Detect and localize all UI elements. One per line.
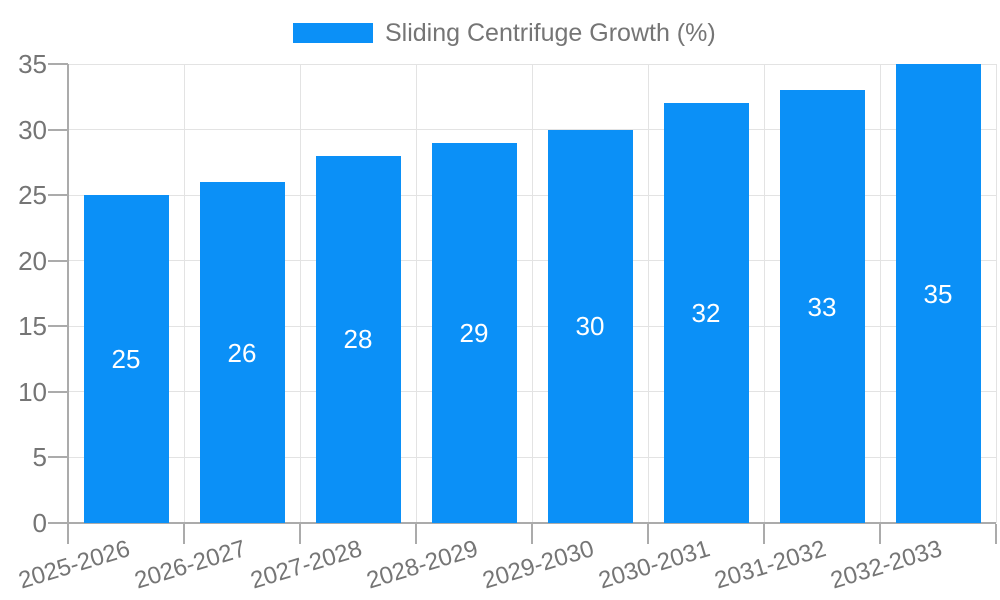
- y-tick-label: 25: [18, 180, 47, 211]
- bar: 30: [547, 129, 633, 523]
- x-tick-label: 2031-2032: [711, 535, 830, 595]
- bar: 32: [663, 103, 749, 523]
- chart-legend: Sliding Centrifuge Growth (%): [293, 19, 716, 47]
- y-axis-tick: [48, 522, 68, 524]
- y-tick-label: 0: [32, 508, 47, 538]
- bar-value-label: 25: [111, 344, 141, 375]
- x-axis-tick: [995, 523, 997, 544]
- x-axis-line: [68, 521, 996, 524]
- x-tick-label: 2026-2027: [131, 535, 250, 595]
- y-tick-label: 15: [18, 311, 47, 342]
- x-axis-tick: [647, 523, 649, 544]
- bar: 35: [895, 64, 981, 523]
- x-axis-tick: [763, 523, 765, 544]
- bar-value-label: 26: [227, 337, 257, 368]
- vertical-gridline: [531, 64, 533, 523]
- x-tick-label: 2030-2031: [595, 535, 714, 595]
- bar: 25: [83, 195, 169, 523]
- x-axis-tick: [67, 523, 69, 544]
- bar: 26: [199, 182, 285, 523]
- y-axis-tick: [48, 325, 68, 328]
- bar-value-label: 30: [575, 311, 605, 342]
- y-tick-label: 20: [18, 245, 47, 276]
- y-axis-tick: [48, 194, 68, 197]
- x-tick-label: 2029-2030: [479, 535, 598, 595]
- bar: 33: [779, 90, 865, 523]
- x-axis-tick: [531, 523, 533, 544]
- legend-swatch-icon: [293, 23, 373, 43]
- x-tick-label: 2028-2029: [363, 535, 482, 595]
- vertical-gridline: [647, 64, 649, 523]
- bar: 28: [315, 155, 401, 523]
- y-axis-tick: [48, 456, 68, 459]
- y-axis-tick: [48, 63, 68, 65]
- y-axis-tick: [48, 128, 68, 131]
- x-tick-label: 2032-2033: [827, 535, 946, 595]
- vertical-gridline: [299, 64, 301, 523]
- y-tick-label: 35: [18, 49, 47, 79]
- vertical-gridline: [763, 64, 765, 523]
- y-axis-line: [67, 64, 69, 523]
- y-axis-tick: [48, 390, 68, 393]
- bar-value-label: 35: [923, 278, 953, 309]
- vertical-gridline: [183, 64, 185, 523]
- x-axis-tick: [415, 523, 417, 544]
- y-tick-label: 30: [18, 114, 47, 145]
- x-axis-tick: [183, 523, 185, 544]
- vertical-gridline: [415, 64, 417, 523]
- vertical-gridline: [879, 64, 881, 523]
- x-axis-tick: [879, 523, 881, 544]
- vertical-gridline: [995, 64, 997, 523]
- x-axis-tick: [299, 523, 301, 544]
- legend-series-label: Sliding Centrifuge Growth (%): [385, 19, 716, 47]
- y-tick-label: 10: [18, 376, 47, 407]
- x-tick-label: 2025-2026: [15, 535, 134, 595]
- y-tick-label: 5: [32, 442, 47, 473]
- bar: 29: [431, 142, 517, 523]
- y-axis-tick: [48, 259, 68, 262]
- bar-value-label: 29: [459, 317, 489, 348]
- x-tick-label: 2027-2028: [247, 535, 366, 595]
- bar-value-label: 32: [691, 298, 721, 329]
- bar-value-label: 28: [343, 324, 373, 355]
- bar-value-label: 33: [807, 291, 837, 322]
